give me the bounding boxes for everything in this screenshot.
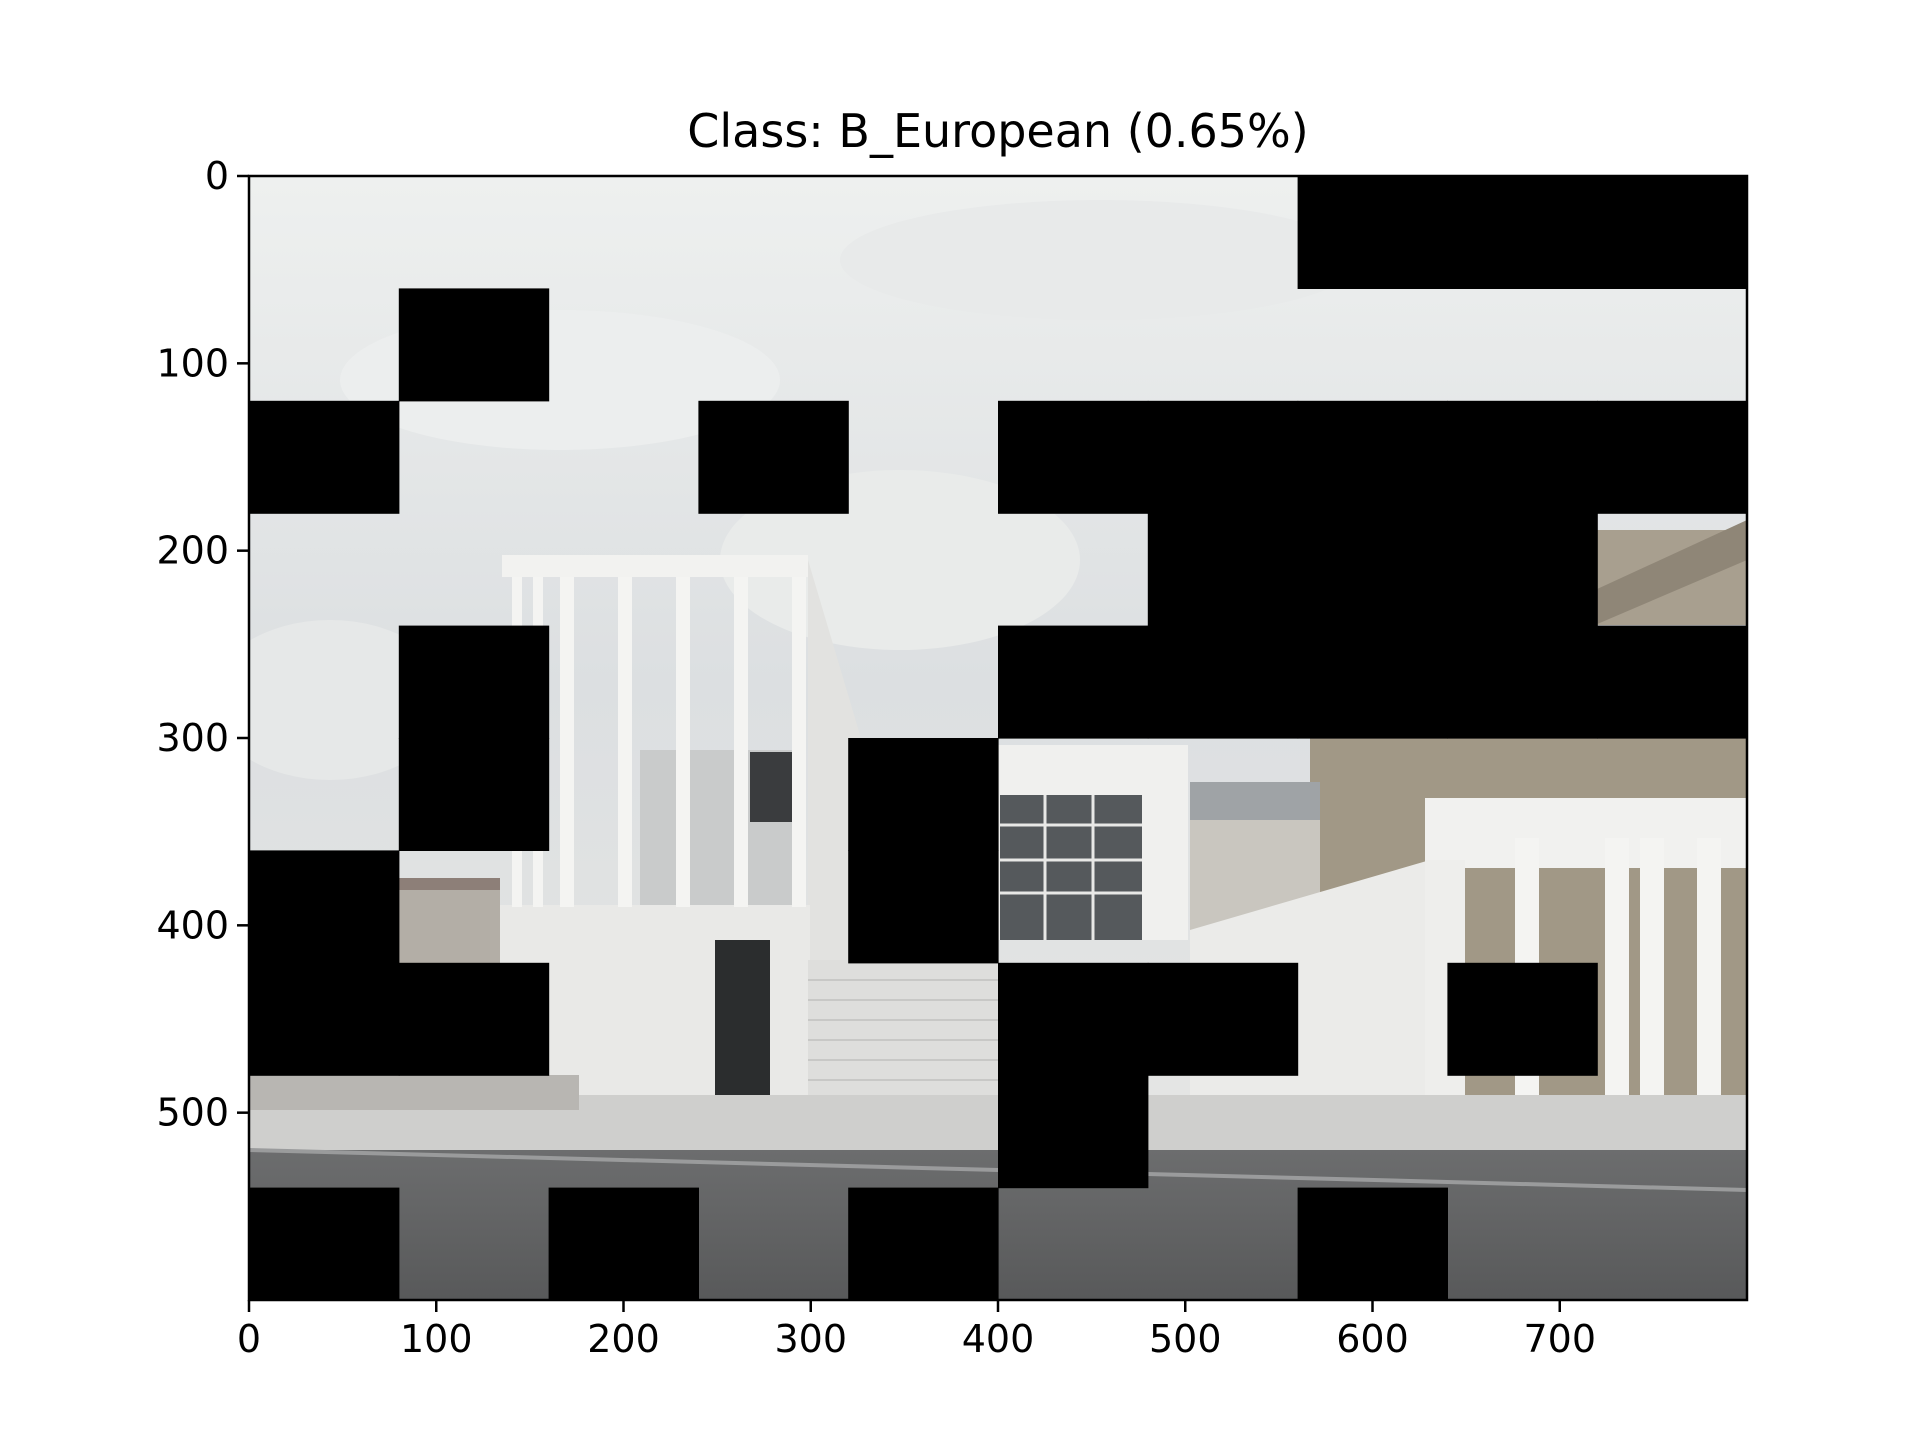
- occlusion-patch: [998, 400, 1149, 514]
- y-tick-label: 400: [156, 903, 229, 947]
- occlusion-patch: [398, 962, 550, 1076]
- occlusion-patch: [249, 962, 400, 1076]
- left-wall: [249, 1075, 579, 1110]
- occlusion-patch: [398, 738, 550, 851]
- occlusion-patch: [698, 400, 849, 514]
- occlusion-patch: [1297, 176, 1448, 289]
- occlusion-mask-layer: [249, 176, 1747, 1300]
- gallery-window: [1000, 795, 1142, 940]
- occlusion-patch: [1297, 625, 1448, 739]
- occlusion-patch: [1447, 513, 1598, 627]
- y-tick-label: 200: [156, 529, 229, 573]
- x-tick-label: 700: [1523, 1317, 1596, 1361]
- occlusion-patch: [1297, 400, 1448, 514]
- y-tick-label: 0: [205, 154, 229, 198]
- pavilion-glass-dark: [750, 752, 795, 822]
- y-tick-label: 500: [156, 1091, 229, 1135]
- occlusion-patch: [1447, 625, 1598, 739]
- occlusion-patch: [1147, 962, 1299, 1076]
- occlusion-patch: [398, 625, 550, 739]
- occlusion-patch: [1447, 962, 1598, 1076]
- chart-title: Class: B_European (0.65%): [687, 104, 1308, 158]
- occlusion-patch: [398, 288, 550, 402]
- pavilion-door: [715, 940, 770, 1095]
- occlusion-patch: [1447, 176, 1598, 289]
- occlusion-patch: [1597, 625, 1747, 739]
- occlusion-patch: [249, 850, 400, 964]
- occlusion-patch: [998, 625, 1149, 739]
- x-tick-label: 200: [587, 1317, 660, 1361]
- occlusion-patch: [1147, 400, 1299, 514]
- old-building-upper-right-roof: [1595, 520, 1747, 625]
- colonnade-roof: [1425, 798, 1747, 868]
- x-axis: 0 100 200 300 400 500 600 700: [237, 1300, 1596, 1361]
- old-building-roof: [1190, 782, 1320, 822]
- occlusion-patch: [998, 962, 1149, 1076]
- x-tick-label: 0: [237, 1317, 261, 1361]
- x-tick-label: 300: [774, 1317, 847, 1361]
- x-tick-label: 400: [962, 1317, 1035, 1361]
- old-building-left: [398, 884, 500, 964]
- y-tick-label: 300: [156, 716, 229, 760]
- old-building-left-roof: [398, 878, 500, 890]
- occlusion-patch: [249, 400, 400, 514]
- staircase: [808, 960, 998, 1095]
- cloud: [840, 200, 1360, 320]
- occlusion-patch: [1597, 400, 1747, 514]
- occlusion-patch: [1147, 625, 1299, 739]
- occlusion-patch: [848, 738, 999, 851]
- occlusion-patch: [1147, 513, 1299, 627]
- occlusion-patch: [848, 1187, 999, 1300]
- x-tick-label: 500: [1149, 1317, 1222, 1361]
- pavilion-roof: [502, 555, 808, 577]
- occlusion-patch: [548, 1187, 699, 1300]
- occlusion-patch: [1297, 1187, 1448, 1300]
- y-axis: 0 100 200 300 400 500: [156, 154, 249, 1135]
- occlusion-patch: [848, 850, 999, 964]
- y-tick-label: 100: [156, 341, 229, 385]
- occlusion-patch: [1597, 176, 1747, 289]
- gallery-window-mullions: [1000, 795, 1142, 940]
- stair-steps: [808, 979, 998, 1081]
- occlusion-patch: [249, 1187, 400, 1300]
- occlusion-patch: [1297, 513, 1448, 627]
- x-tick-label: 600: [1336, 1317, 1409, 1361]
- x-tick-label: 100: [400, 1317, 473, 1361]
- occlusion-patch: [1447, 400, 1598, 514]
- occlusion-patch: [998, 1075, 1149, 1189]
